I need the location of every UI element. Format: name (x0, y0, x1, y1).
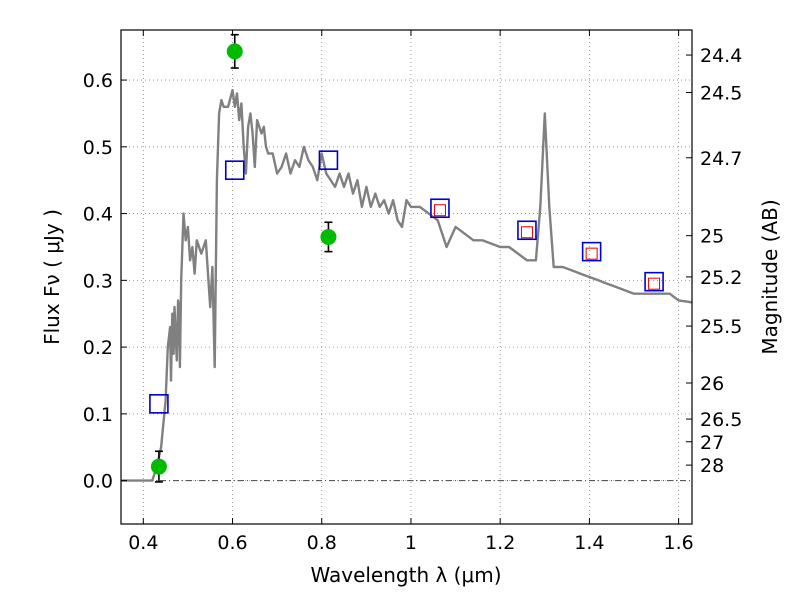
y-tick-label: 0.0 (83, 471, 113, 493)
y2-axis-label: Magnitude (AB) (758, 199, 782, 354)
photometry-square (517, 220, 537, 241)
y2-tick-label: 24.7 (700, 148, 742, 170)
y-tick-label: 0.1 (83, 404, 113, 426)
y-tick-label: 0.6 (83, 70, 113, 92)
observed-flux-point (226, 43, 243, 60)
y2-tick-label: 28 (700, 455, 724, 477)
x-tick-label: 0.4 (128, 532, 158, 554)
y2-tick-label: 24.5 (700, 82, 742, 104)
x-tick-label: 0.6 (217, 532, 247, 554)
y-tick-label: 0.5 (83, 137, 113, 159)
y2-tick-label: 27 (700, 432, 724, 454)
synthetic-photometry-square (433, 204, 446, 217)
photometry-square (318, 150, 339, 170)
y2-tick-label: 25 (700, 226, 724, 248)
photometry-square (430, 198, 450, 219)
photometry-square (581, 241, 602, 262)
x-tick-label: 1.4 (574, 532, 604, 554)
observed-flux-point (320, 228, 337, 245)
synthetic-photometry-square (648, 277, 661, 290)
synthetic-photometry-square (520, 226, 533, 239)
photometry-square (644, 271, 664, 292)
x-tick-label: 1 (405, 532, 417, 554)
y2-tick-label: 26.5 (700, 409, 742, 431)
y-tick-label: 0.3 (83, 270, 113, 292)
y-tick-label: 0.4 (83, 204, 113, 226)
x-tick-label: 1.6 (664, 532, 694, 554)
model-spectrum-line (121, 88, 693, 482)
synthetic-photometry-square (585, 247, 598, 260)
y2-tick-label: 25.2 (700, 267, 742, 289)
y2-tick-label: 25.5 (700, 316, 742, 338)
x-tick-label: 0.8 (307, 532, 337, 554)
photometry-square (224, 160, 245, 180)
y-tick-label: 0.2 (83, 337, 113, 359)
y-axis-label: Flux Fν ( μJy ) (40, 209, 64, 345)
x-tick-label: 1.2 (485, 532, 515, 554)
plot-area (121, 33, 693, 483)
y2-tick-label: 26 (700, 373, 724, 395)
photometry-square (149, 394, 169, 414)
observed-flux-point (150, 458, 167, 475)
x-axis-label: Wavelength λ (μm) (310, 563, 501, 587)
axis-ticks: 0.4 0.6 0.8 1 1.2 1.4 1.6 0.0 0.1 0.2 0.3 0.4 0.5 0.6… (83, 30, 742, 554)
y2-tick-label: 24.4 (700, 45, 742, 67)
